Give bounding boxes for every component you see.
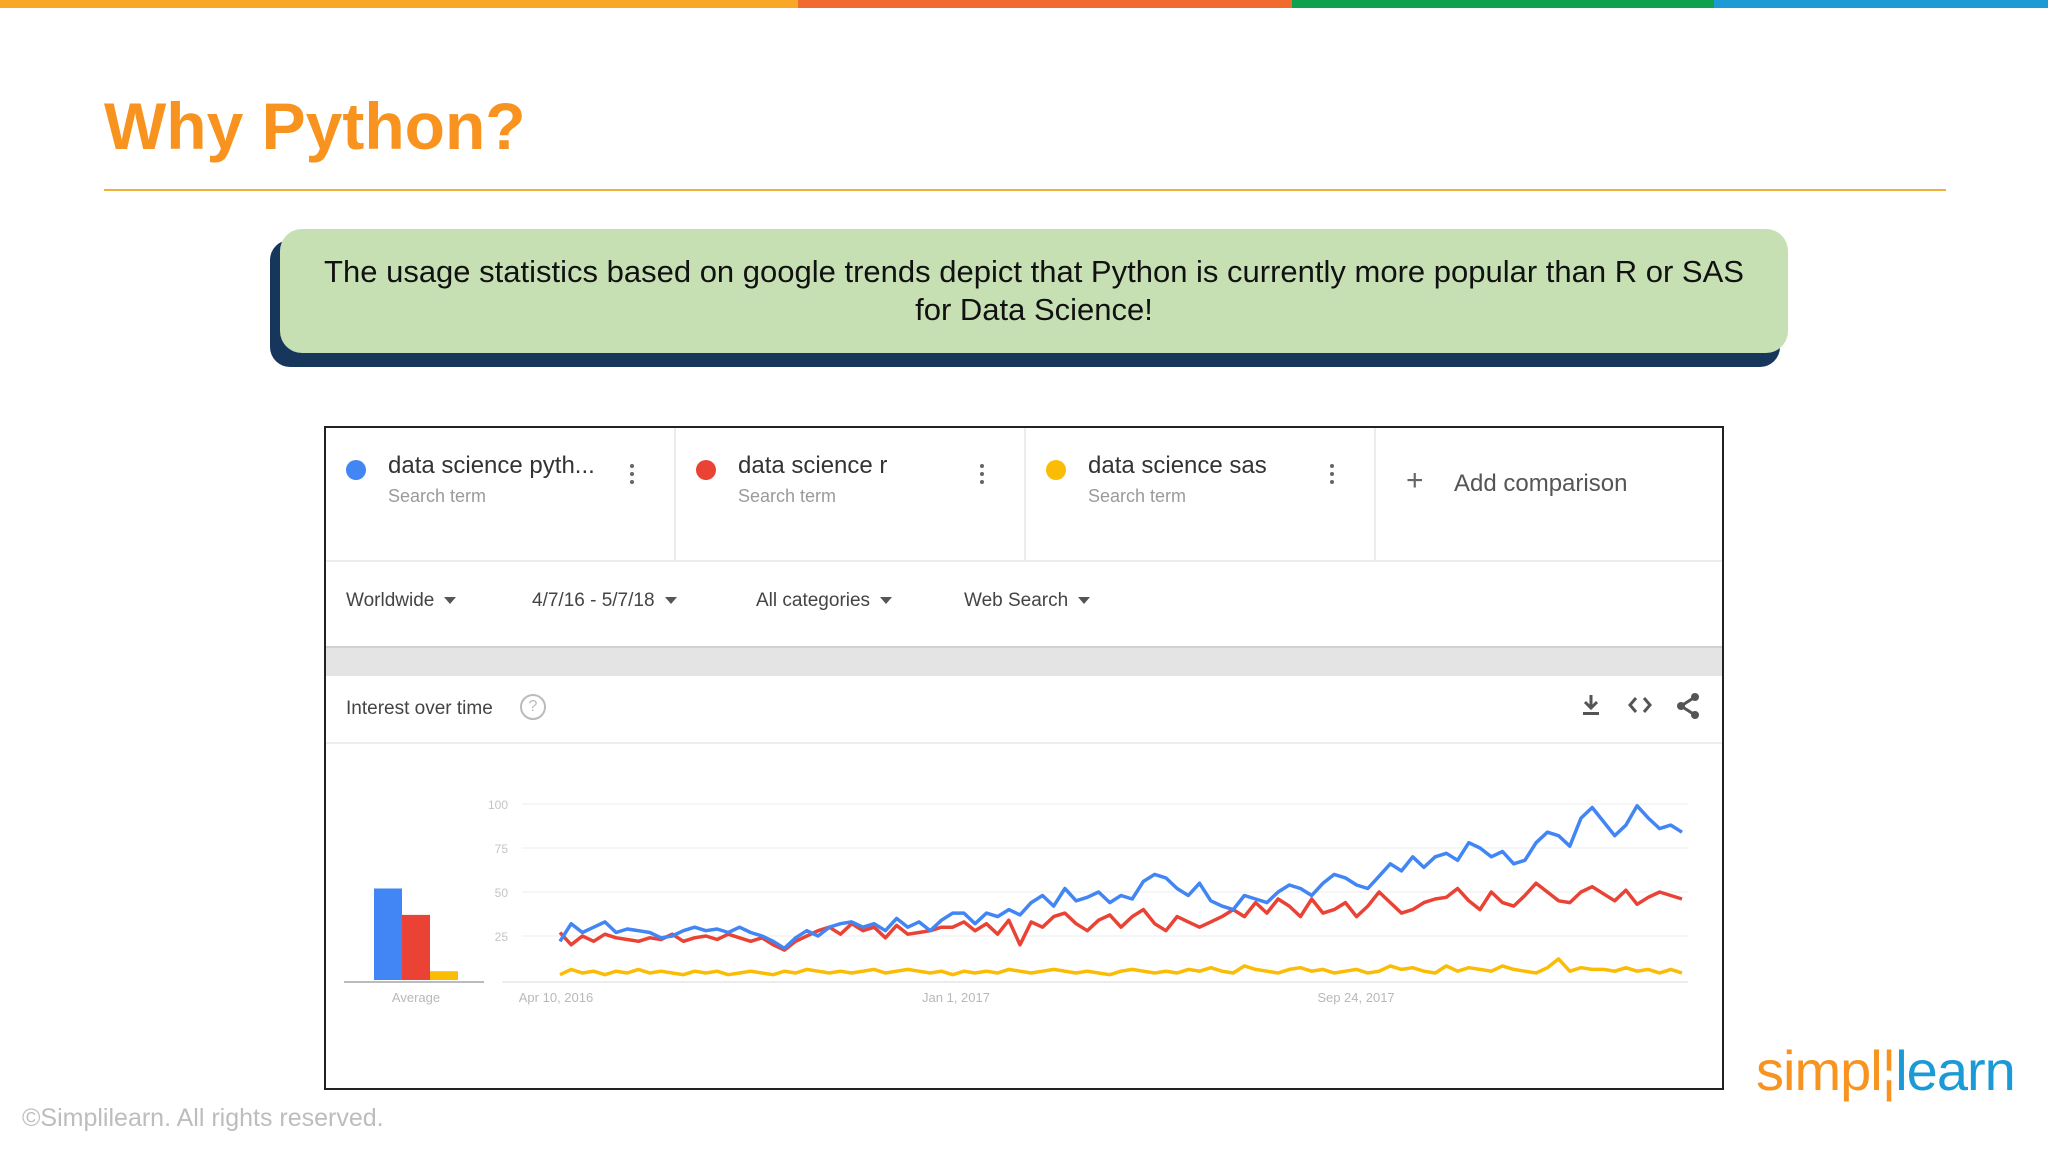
callout-box: The usage statistics based on google tre…: [280, 229, 1788, 353]
date-range-dropdown[interactable]: 4/7/16 - 5/7/18: [532, 590, 677, 612]
top-bar-segment: [1292, 0, 1714, 8]
series-line: [558, 881, 1683, 952]
chart-grid: [502, 803, 1688, 983]
more-vert-icon[interactable]: [628, 464, 636, 488]
average-label: Average: [392, 990, 440, 1005]
caret-down-icon: [664, 597, 677, 605]
search-term-name: data science sas: [1088, 452, 1267, 479]
share-icon[interactable]: [1674, 692, 1702, 727]
search-type-value: Web Search: [964, 590, 1069, 611]
top-bar-segment: [0, 0, 798, 8]
y-tick-label: 50: [495, 886, 509, 900]
search-term-name: data science r: [738, 452, 888, 479]
help-icon[interactable]: ?: [520, 694, 546, 720]
region-dropdown[interactable]: Worldwide: [346, 590, 457, 612]
y-axis-labels: 100 75 50 25: [488, 798, 508, 944]
y-tick-label: 75: [495, 842, 509, 856]
y-tick-label: 100: [488, 798, 508, 812]
search-type-dropdown[interactable]: Web Search: [964, 590, 1091, 612]
callout-text: The usage statistics based on google tre…: [324, 254, 1744, 327]
logo-text-learn: learn: [1895, 1039, 2016, 1102]
x-tick-label: Jan 1, 2017: [922, 990, 990, 1005]
y-tick-label: 25: [495, 930, 509, 944]
more-vert-icon[interactable]: [978, 464, 986, 488]
card-title: Interest over time: [346, 698, 493, 719]
search-term-type: Search term: [388, 486, 487, 506]
logo-text-simpl: simpl: [1756, 1039, 1883, 1102]
series-color-dot: [696, 460, 716, 480]
search-term-r[interactable]: data science r Search term: [676, 428, 1026, 560]
average-bar: [374, 888, 402, 980]
search-term-type: Search term: [738, 486, 837, 506]
plus-icon: +: [1406, 464, 1424, 497]
top-bar-segment: [1714, 0, 2048, 8]
logo-bracket: ¦: [1881, 1039, 1897, 1102]
series-color-dot: [346, 460, 366, 480]
embed-icon[interactable]: [1626, 692, 1654, 725]
series-line: [559, 957, 1683, 977]
search-term-name: data science pyth...: [388, 452, 595, 479]
x-tick-label: Sep 24, 2017: [1317, 990, 1394, 1005]
add-comparison-label: Add comparison: [1454, 470, 1628, 497]
caret-down-icon: [1078, 597, 1091, 605]
caret-down-icon: [444, 597, 457, 605]
interest-over-time-chart: 100 75 50 25 Average Apr 10, 2016 Jan 1, 201…: [344, 798, 1688, 1005]
series-color-dot: [1046, 460, 1066, 480]
x-tick-label: Apr 10, 2016: [519, 990, 593, 1005]
caret-down-icon: [880, 597, 893, 605]
average-bars: Average: [344, 888, 484, 1005]
more-vert-icon[interactable]: [1328, 464, 1336, 488]
category-value: All categories: [756, 590, 871, 611]
top-bar-segment: [798, 0, 1292, 8]
top-color-bar: [0, 0, 2048, 8]
series-line: [558, 804, 1683, 951]
interest-over-time-card: Interest over time ? 100 75 50 25 Average A…: [326, 676, 1722, 1088]
download-icon[interactable]: [1580, 692, 1602, 725]
section-separator: [326, 646, 1722, 676]
filters-bar: Worldwide 4/7/16 - 5/7/18 All categories…: [326, 560, 1722, 646]
search-term-sas[interactable]: data science sas Search term: [1026, 428, 1376, 560]
add-comparison-button[interactable]: + Add comparison: [1376, 428, 1722, 560]
search-terms-bar: data science pyth... Search term data sc…: [326, 428, 1722, 560]
search-term-python[interactable]: data science pyth... Search term: [326, 428, 676, 560]
simplilearn-logo: simpl¦learn: [1756, 1038, 2016, 1103]
slide-title: Why Python?: [104, 89, 526, 163]
google-trends-screenshot: data science pyth... Search term data sc…: [324, 426, 1724, 1090]
category-dropdown[interactable]: All categories: [756, 590, 893, 612]
title-divider: [104, 189, 1946, 191]
series-lines: [558, 804, 1683, 977]
search-term-type: Search term: [1088, 486, 1187, 506]
copyright-notice: ©Simplilearn. All rights reserved.: [22, 1104, 384, 1132]
x-axis-labels: Apr 10, 2016 Jan 1, 2017 Sep 24, 2017: [519, 990, 1395, 1005]
region-value: Worldwide: [346, 590, 435, 611]
average-bar: [402, 914, 430, 980]
card-header: Interest over time ?: [326, 676, 1722, 744]
average-bar: [430, 971, 458, 980]
date-range-value: 4/7/16 - 5/7/18: [532, 590, 655, 611]
